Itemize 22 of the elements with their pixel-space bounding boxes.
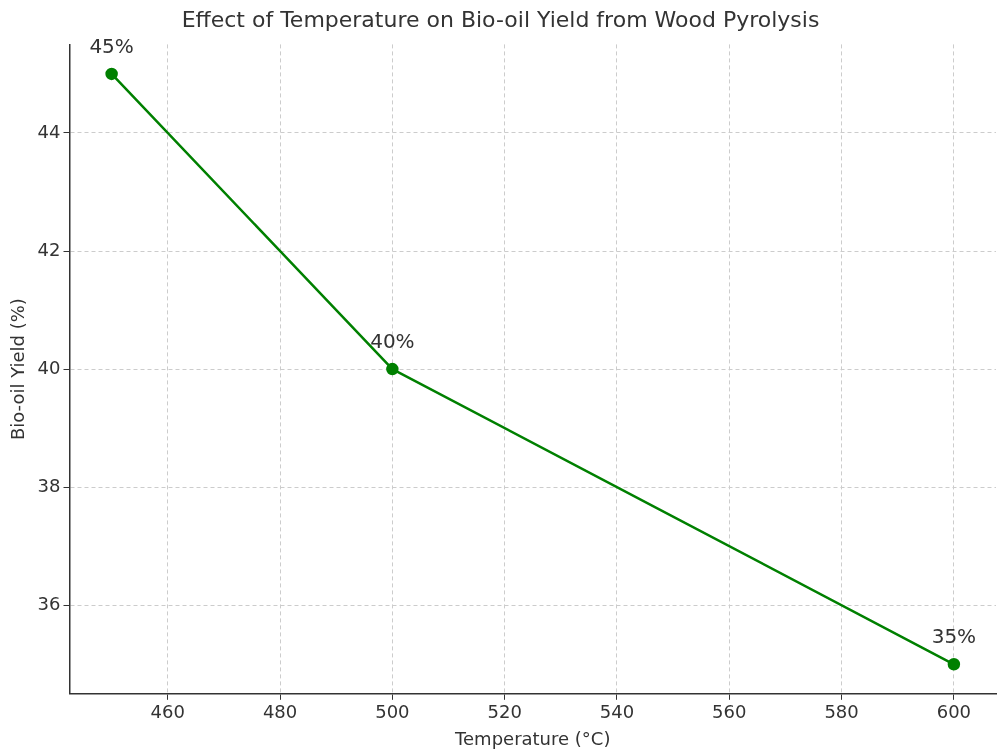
x-tick-label: 520 (487, 701, 522, 723)
chart-title: Effect of Temperature on Bio-oil Yield from Wood Pyrolysis (181, 6, 820, 32)
x-tick-label: 580 (824, 701, 859, 723)
y-tick-label: 38 (37, 474, 61, 496)
data-label: 45% (89, 34, 134, 59)
y-tick-label: 44 (37, 120, 61, 142)
y-tick-label: 40 (37, 356, 61, 378)
x-tick-label: 500 (375, 701, 410, 723)
data-label: 40% (370, 329, 415, 354)
x-tick-label: 480 (262, 701, 298, 723)
point (947, 658, 961, 671)
x-tick-label: 560 (712, 701, 747, 723)
y-tick-label: 42 (37, 238, 61, 260)
x-tick-label: 600 (936, 701, 972, 723)
y-tick-label: 36 (37, 592, 61, 614)
data-label: 35% (931, 624, 977, 649)
x-tick-label: 540 (599, 701, 635, 723)
y-axis-title: Bio-oil Yield (%) (7, 298, 29, 441)
x-tick-label: 460 (150, 701, 185, 723)
x-axis-title: Temperature (°C) (454, 727, 611, 749)
point (386, 362, 399, 376)
point (105, 67, 118, 81)
